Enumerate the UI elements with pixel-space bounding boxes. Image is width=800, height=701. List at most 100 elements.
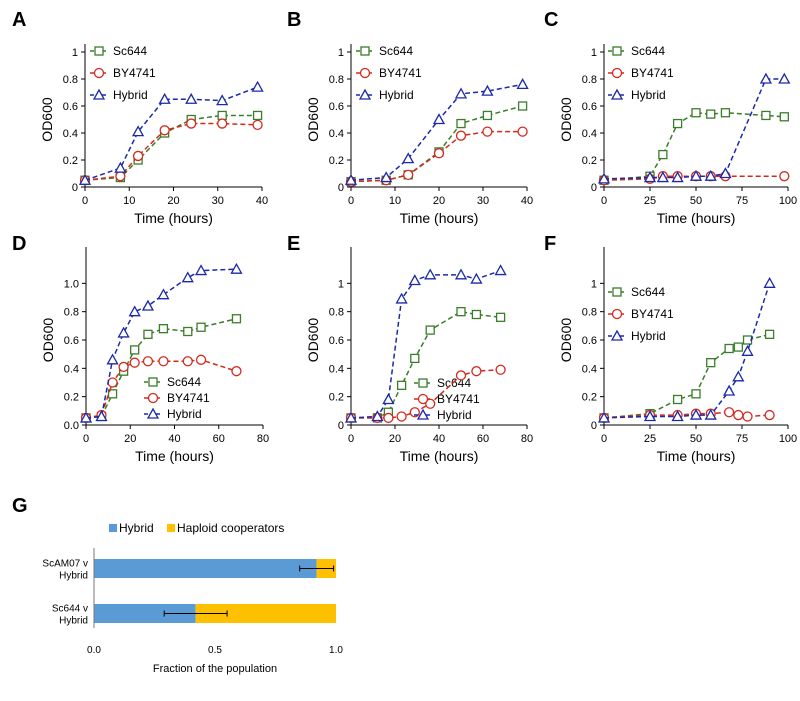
data-point [132, 150, 144, 162]
data-point [742, 411, 753, 422]
x-tick-label: 20 [167, 195, 179, 207]
y-tick-label: 0.2 [329, 392, 344, 404]
y-tick-label: 1 [338, 47, 344, 59]
data-point [159, 125, 170, 136]
data-point [672, 394, 683, 405]
legend-marker [416, 408, 430, 420]
y-tick-label: 0.2 [63, 155, 78, 167]
y-tick-label: 0.4 [582, 363, 597, 375]
y-tick-label: 0 [338, 182, 344, 194]
data-point [732, 370, 745, 382]
y-tick-label: 1 [72, 47, 78, 59]
data-point [195, 354, 207, 365]
panel-letter: B [287, 9, 301, 31]
data-point [382, 393, 395, 405]
y-tick-label: 0.4 [64, 363, 79, 375]
data-point [742, 335, 753, 345]
x-tick-label: 0 [82, 195, 88, 207]
legend-marker [92, 88, 106, 100]
x-tick-label: 25 [644, 433, 656, 445]
data-point [402, 152, 415, 164]
x-tick-label: 100 [779, 195, 797, 207]
y-tick-label: 0.2 [64, 392, 79, 404]
data-point [106, 353, 119, 365]
category-label: ScAM07 v [42, 559, 88, 570]
data-point [143, 329, 153, 339]
legend-label: Hybrid [379, 88, 414, 102]
data-point [706, 109, 716, 119]
x-tick-label: 20 [389, 433, 401, 445]
x-tick-label: 60 [477, 433, 489, 445]
legend-marker [611, 308, 623, 320]
data-point [456, 307, 466, 317]
data-point [95, 410, 108, 422]
data-point [344, 173, 358, 185]
legend-label: BY4741 [167, 391, 210, 405]
legend-marker [610, 88, 624, 100]
y-tick-label: 0.4 [582, 128, 597, 140]
y-tick-label: 0.6 [329, 335, 344, 347]
data-point [395, 292, 408, 304]
series-by4741 [345, 126, 528, 187]
x-tick-label: 60 [213, 433, 225, 445]
legend-marker [147, 392, 159, 404]
data-point [656, 171, 669, 183]
legend-label: Hybrid [167, 407, 202, 421]
data-point [723, 384, 736, 396]
data-point [344, 411, 358, 423]
data-point [396, 380, 407, 390]
y-tick-label: 0.6 [329, 101, 344, 113]
series-line [84, 86, 258, 181]
legend-marker [93, 67, 105, 79]
y-tick-label: 0.8 [582, 307, 597, 319]
legend-marker [359, 67, 371, 79]
x-tick-label: 50 [690, 195, 702, 207]
x-tick-label: 0 [601, 195, 607, 207]
data-point [252, 119, 263, 131]
legend-label: Hybrid [631, 88, 666, 102]
data-point [704, 169, 717, 181]
x-tick-label: 50 [690, 433, 702, 445]
bar-hybrid [94, 604, 196, 623]
panel-d: D 0.0 0.2 0.4 0.6 0.8 1.0 0 20 40 60 80 Time (hours)… [12, 233, 269, 464]
y-tick-label: 0.6 [64, 335, 79, 347]
data-point [778, 72, 791, 84]
data-point [759, 72, 773, 84]
x-tick-label: 0.5 [208, 645, 222, 656]
data-point [216, 94, 229, 106]
x-tick-label: 10 [123, 195, 135, 207]
data-point [157, 288, 170, 300]
series-line [350, 83, 523, 181]
data-point [141, 299, 155, 311]
panel-letter: G [12, 495, 28, 517]
legend-swatch-hybrid [109, 524, 117, 532]
data-point [117, 326, 130, 338]
data-point [251, 80, 264, 92]
panel-letter: F [544, 233, 556, 255]
legend-label: BY4741 [379, 66, 422, 80]
x-axis-title: Time (hours) [657, 448, 736, 464]
series-line [85, 318, 237, 419]
data-point [691, 108, 701, 118]
legend-marker [148, 377, 158, 387]
y-tick-label: 0.8 [64, 307, 79, 319]
y-tick-label: 0.8 [329, 307, 344, 319]
legend-label: Sc644 [631, 44, 665, 58]
data-point [432, 113, 446, 125]
y-tick-label: 0.2 [329, 155, 344, 167]
x-tick-label: 0 [601, 433, 607, 445]
legend-swatch-haploid [167, 524, 175, 532]
x-axis-title: Time (hours) [134, 210, 213, 226]
x-tick-label: 40 [521, 195, 533, 207]
legend-marker [610, 329, 624, 341]
x-tick-label: 100 [779, 433, 797, 445]
x-tick-label: 10 [389, 195, 401, 207]
panel-letter: A [12, 9, 26, 31]
data-point [643, 410, 657, 422]
data-point [115, 171, 126, 182]
y-tick-label: 0 [72, 182, 78, 194]
legend-label: Sc644 [379, 44, 413, 58]
y-axis-title: OD600 [39, 97, 55, 142]
